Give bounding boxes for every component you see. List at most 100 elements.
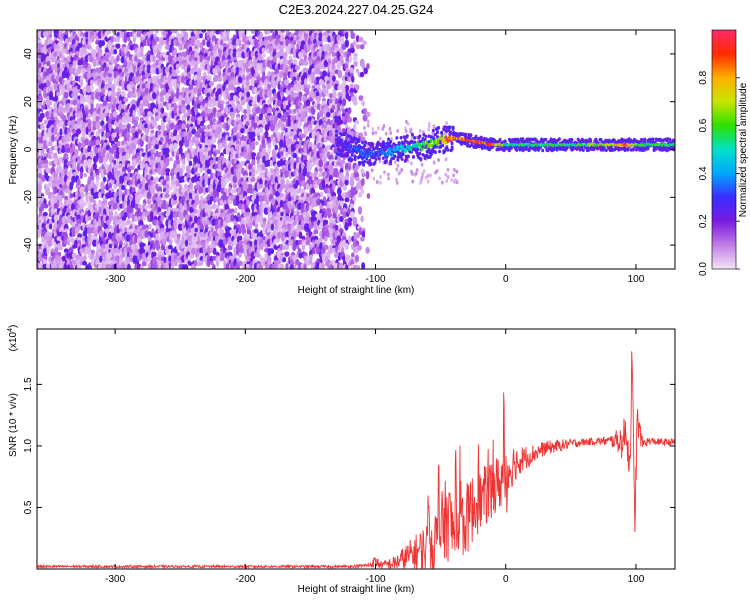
noise-cell <box>154 143 160 150</box>
noise-cell <box>239 160 246 167</box>
noise-cell <box>69 167 73 176</box>
noise-cell <box>42 211 48 217</box>
noise-cell <box>69 183 74 191</box>
noise-cell <box>66 240 71 246</box>
noise-cell <box>79 59 84 66</box>
noise-cell <box>72 110 77 119</box>
figure-title: C2E3.2024.227.04.25.G24 <box>279 2 434 17</box>
noise-cell <box>250 141 256 151</box>
noise-cell <box>100 40 106 47</box>
noise-cell <box>320 191 324 198</box>
noise-cell <box>50 134 55 143</box>
noise-cell <box>103 159 107 167</box>
noise-cell <box>115 180 120 187</box>
noise-cell <box>79 248 84 254</box>
noise-cell <box>72 162 77 171</box>
noise-cell <box>43 119 48 125</box>
noise-cell <box>219 103 224 112</box>
noise-cell <box>87 40 92 46</box>
noise-cell <box>89 106 94 115</box>
noise-cell <box>234 207 238 214</box>
noise-cell <box>95 255 101 261</box>
noise-cell <box>76 128 82 135</box>
noise-cell <box>48 100 53 106</box>
noise-cell <box>107 224 113 230</box>
noise-cell <box>285 38 289 47</box>
noise-cell <box>117 64 123 71</box>
noise-cell <box>115 36 121 43</box>
noise-cell <box>91 239 98 247</box>
noise-cell <box>38 257 44 262</box>
noise-cell <box>64 188 68 194</box>
noise-cell <box>164 157 170 167</box>
noise-cell <box>255 155 261 161</box>
noise-cell <box>238 39 242 47</box>
noise-cell <box>58 84 63 90</box>
noise-cell <box>250 131 256 138</box>
noise-cell <box>82 68 86 74</box>
noise-cell <box>79 255 84 263</box>
noise-cell <box>164 44 170 51</box>
noise-cell <box>46 60 51 67</box>
noise-cell <box>107 103 113 110</box>
noise-cell <box>324 219 329 225</box>
noise-cell <box>313 222 318 231</box>
noise-cell <box>282 257 287 263</box>
noise-cell <box>305 87 310 96</box>
noise-cell <box>95 178 100 188</box>
noise-cell <box>48 33 53 39</box>
noise-cell <box>111 86 116 94</box>
noise-cell <box>37 130 40 139</box>
noise-cell <box>220 115 225 123</box>
noise-cell <box>219 199 224 206</box>
noise-cell <box>208 81 215 87</box>
noise-cell <box>100 247 105 254</box>
noise-cell <box>261 47 266 54</box>
noise-cell <box>53 208 58 214</box>
noise-cell <box>101 87 106 95</box>
noise-cell <box>64 134 69 143</box>
noise-cell <box>92 49 98 55</box>
noise-cell <box>123 97 129 103</box>
noise-cell <box>305 99 311 107</box>
noise-cell <box>118 122 123 132</box>
noise-cell <box>250 30 255 35</box>
noise-cell <box>64 228 69 233</box>
noise-cell <box>38 31 42 38</box>
noise-cell <box>99 255 103 263</box>
noise-cell <box>45 263 51 269</box>
noise-cell <box>102 176 107 183</box>
noise-cell <box>165 188 170 194</box>
noise-cell <box>43 63 48 70</box>
noise-cell <box>79 79 84 88</box>
noise-cell <box>169 156 173 162</box>
noise-cell <box>77 223 81 231</box>
noise-cell <box>107 171 113 180</box>
noise-cell <box>227 118 232 126</box>
noise-cell <box>57 244 64 251</box>
noise-cell <box>69 193 74 199</box>
noise-cell <box>87 158 92 166</box>
noise-cell <box>246 198 250 206</box>
noise-cell <box>261 52 266 59</box>
noise-cell <box>104 108 110 114</box>
noise-cell <box>63 248 69 254</box>
noise-cell <box>84 187 89 193</box>
noise-cell <box>160 214 164 222</box>
noise-cell <box>160 107 165 114</box>
noise-cell <box>279 263 285 269</box>
noise-cell <box>116 141 121 147</box>
noise-cell <box>102 147 107 154</box>
noise-cell <box>154 30 159 34</box>
noise-cell <box>81 47 87 56</box>
noise-cell <box>88 238 92 247</box>
noise-cell <box>279 139 284 148</box>
noise-cell <box>38 99 42 108</box>
noise-cell <box>89 196 95 203</box>
noise-cell <box>92 58 97 67</box>
noise-cell <box>258 126 264 134</box>
noise-cell <box>110 55 116 65</box>
noise-cell <box>48 223 53 230</box>
noise-cell <box>115 152 121 160</box>
noise-cell <box>93 172 97 178</box>
